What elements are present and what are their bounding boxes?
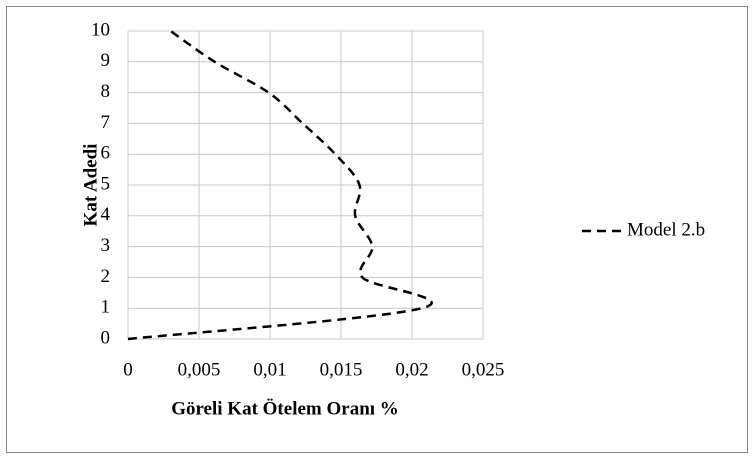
y-tick-label: 9 bbox=[101, 50, 111, 71]
x-tick-label: 0,015 bbox=[320, 359, 363, 380]
legend-label: Model 2.b bbox=[627, 219, 705, 240]
y-tick-label: 6 bbox=[101, 143, 111, 164]
y-tick-label: 2 bbox=[101, 266, 111, 287]
x-tick-label: 0,025 bbox=[462, 359, 505, 380]
x-tick-label: 0,02 bbox=[395, 359, 428, 380]
x-tick-label: 0 bbox=[123, 359, 133, 380]
y-tick-label: 7 bbox=[101, 112, 111, 133]
y-tick-label: 8 bbox=[101, 81, 111, 102]
chart-border bbox=[6, 6, 748, 453]
x-axis-title: Göreli Kat Ötelem Oranı % bbox=[171, 398, 399, 419]
x-tick-label: 0,01 bbox=[253, 359, 286, 380]
x-tick-label: 0,005 bbox=[178, 359, 221, 380]
y-tick-label: 4 bbox=[101, 204, 111, 225]
y-tick-label: 1 bbox=[101, 297, 111, 318]
y-tick-label: 3 bbox=[101, 235, 111, 256]
y-tick-label: 5 bbox=[101, 173, 111, 194]
y-tick-label: 0 bbox=[101, 327, 111, 348]
series-line bbox=[127, 29, 433, 341]
y-axis-title: Kat Adedi bbox=[80, 144, 101, 227]
y-tick-label: 10 bbox=[91, 19, 110, 40]
